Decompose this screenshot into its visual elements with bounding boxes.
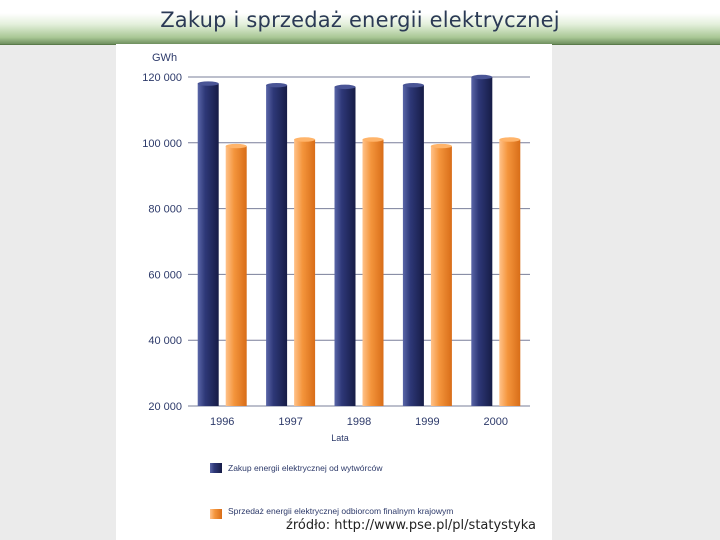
y-tick-label: 120 000 [142, 72, 182, 84]
bar-sales-1998 [362, 139, 384, 406]
y-tick-label: 80 000 [148, 204, 182, 216]
y-tick-label: 40 000 [148, 335, 182, 347]
bar-sales-1996 [225, 146, 247, 406]
legend-label-sales: Sprzedaż energii elektrycznej odbiorcom … [228, 506, 453, 516]
legend: Zakup energii elektrycznej od wytwórców … [210, 463, 453, 519]
bar-chart: GWh 20 000 40 000 60 000 80 000 100 000 120 0… [142, 52, 530, 519]
bar-purchase-cap-1996 [197, 81, 219, 86]
bar-sales-1997 [294, 139, 316, 406]
x-axis-label: Lata [331, 433, 349, 443]
y-tick-label: 100 000 [142, 138, 182, 150]
bar-purchase-cap-2000 [471, 74, 493, 80]
x-tick-label: 1999 [415, 416, 439, 428]
y-unit-label: GWh [152, 52, 177, 64]
bar-sales-cap-1997 [294, 137, 316, 142]
bar-sales-cap-1999 [430, 143, 452, 149]
bar-sales-1999 [430, 146, 452, 406]
slide-title-bar: Zakup i sprzedaż energii elektrycznej [0, 0, 720, 45]
x-tick-label: 1997 [278, 416, 302, 428]
bar-purchase-cap-1998 [334, 84, 356, 90]
x-tick-label: 1996 [210, 416, 234, 428]
x-tick-label: 2000 [484, 416, 508, 428]
y-tick-label: 60 000 [148, 269, 182, 281]
bar-purchase-1996 [197, 83, 219, 406]
bar-sales-2000 [499, 139, 521, 406]
bar-purchase-cap-1999 [402, 83, 424, 88]
bar-purchase-2000 [471, 77, 493, 406]
legend-swatch-sales [210, 509, 222, 519]
bar-purchase-cap-1997 [266, 83, 288, 88]
y-tick-label: 20 000 [148, 401, 182, 413]
bar-purchase-1997 [266, 85, 288, 406]
legend-label-purchase: Zakup energii elektrycznej od wytwórców [228, 463, 383, 473]
bar-sales-cap-2000 [499, 137, 521, 142]
bar-purchase-1998 [334, 86, 356, 406]
chart-panel: GWh 20 000 40 000 60 000 80 000 100 000 120 0… [116, 44, 552, 540]
bar-sales-cap-1996 [225, 143, 247, 149]
x-tick-label: 1998 [347, 416, 371, 428]
bar-purchase-1999 [402, 85, 424, 406]
slide-title: Zakup i sprzedaż energii elektrycznej [160, 8, 560, 32]
legend-swatch-purchase [210, 463, 222, 473]
bar-sales-cap-1998 [362, 137, 384, 142]
source-note: źródło: http://www.pse.pl/pl/statystyka [286, 518, 537, 533]
